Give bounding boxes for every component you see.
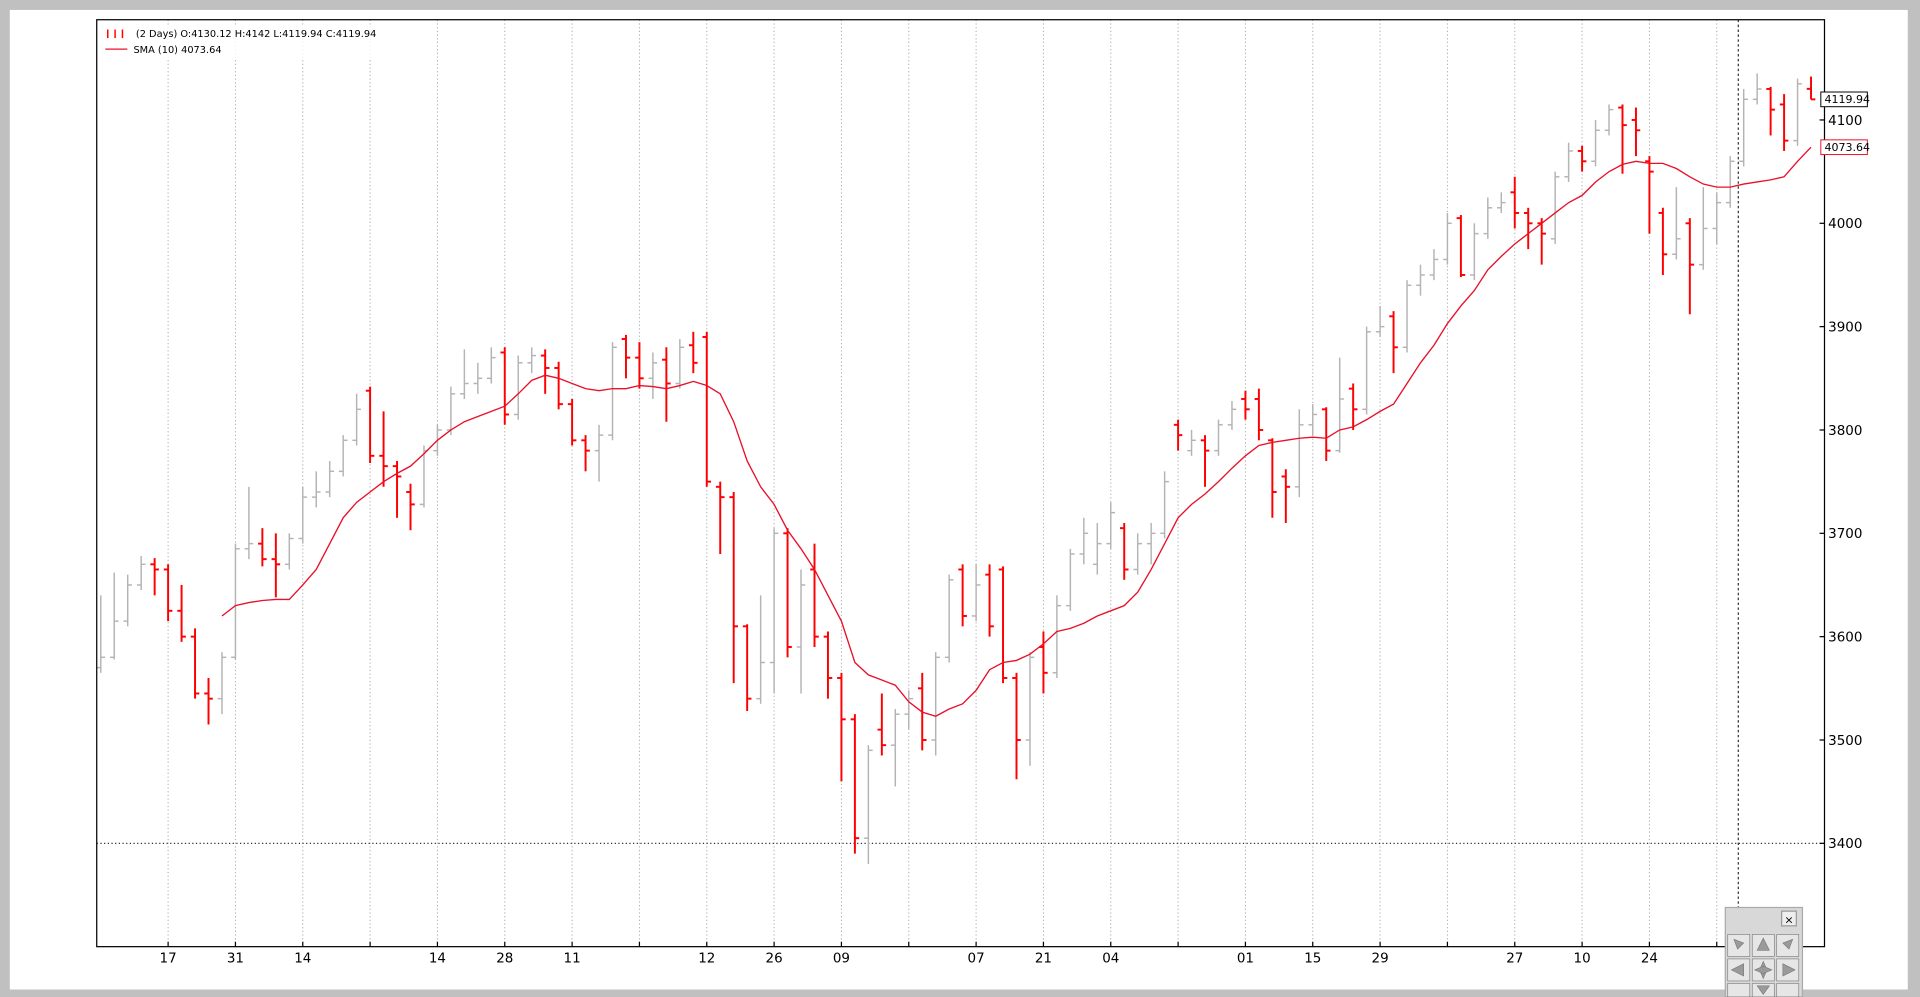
- y-tick-label: 3700: [1828, 527, 1862, 542]
- x-tick-label: 21: [1035, 952, 1052, 967]
- arrow-icon: [1782, 938, 1794, 950]
- arrow-icon: [1756, 937, 1770, 951]
- x-tick-label: 24: [1641, 952, 1658, 967]
- x-tick-label: 09: [833, 952, 850, 967]
- x-tick-label: 28: [496, 952, 513, 967]
- pan-down-right[interactable]: [1776, 983, 1800, 997]
- y-tick-label: 4000: [1828, 217, 1862, 232]
- arrow-icon: [1733, 938, 1745, 950]
- arrow-icon: [1753, 965, 1773, 974]
- x-tick-label: 31: [227, 952, 244, 967]
- plot-area: [96, 19, 1825, 947]
- y-tick-label: 3600: [1828, 631, 1862, 646]
- x-tick-label: 15: [1304, 952, 1321, 967]
- plot-frame: [96, 19, 1826, 948]
- arrow-icon: [1782, 963, 1796, 977]
- price-tag-label: 4119.94: [1824, 93, 1870, 106]
- close-icon: ×: [1784, 913, 1793, 926]
- y-tick-label: 3400: [1828, 837, 1862, 852]
- sma-line: [221, 146, 1812, 717]
- navigation-toolbar: ×: [1724, 906, 1804, 997]
- pan-down-left[interactable]: [1727, 983, 1751, 997]
- x-tick-label: 27: [1506, 952, 1523, 967]
- y-tick-label: 3500: [1828, 734, 1862, 749]
- legend: (2 Days) O:4130.12 H:4142 L:4119.94 C:41…: [100, 24, 407, 59]
- x-tick-label: 01: [1237, 952, 1254, 967]
- legend-label: (2 Days) O:4130.12 H:4142 L:4119.94 C:41…: [136, 29, 376, 40]
- legend-label: SMA (10) 4073.64: [133, 45, 221, 56]
- x-tick-label: 11: [564, 952, 581, 967]
- arrow-icon: [1756, 985, 1770, 995]
- y-tick-label: 3800: [1828, 424, 1862, 439]
- legend-box: [100, 24, 407, 59]
- x-tick-label: 07: [968, 952, 985, 967]
- price-tag-box: [1820, 139, 1868, 156]
- plot-layer: [96, 19, 1825, 947]
- price-tag-label: 4073.64: [1824, 141, 1870, 154]
- x-tick-label: 04: [1102, 952, 1119, 967]
- x-tick-label: 29: [1372, 952, 1389, 967]
- arrow-icon: [1730, 963, 1744, 977]
- x-tick-label: 14: [294, 952, 311, 967]
- y-tick-label: 4100: [1828, 114, 1862, 129]
- x-tick-label: 10: [1574, 952, 1591, 967]
- x-tick-label: 14: [429, 952, 446, 967]
- x-tick-label: 26: [766, 952, 783, 967]
- x-tick-label: 17: [160, 952, 177, 967]
- x-tick-label: 12: [698, 952, 715, 967]
- price-tag-box: [1820, 91, 1868, 108]
- y-tick-label: 3900: [1828, 321, 1862, 336]
- close-button[interactable]: [1781, 910, 1797, 927]
